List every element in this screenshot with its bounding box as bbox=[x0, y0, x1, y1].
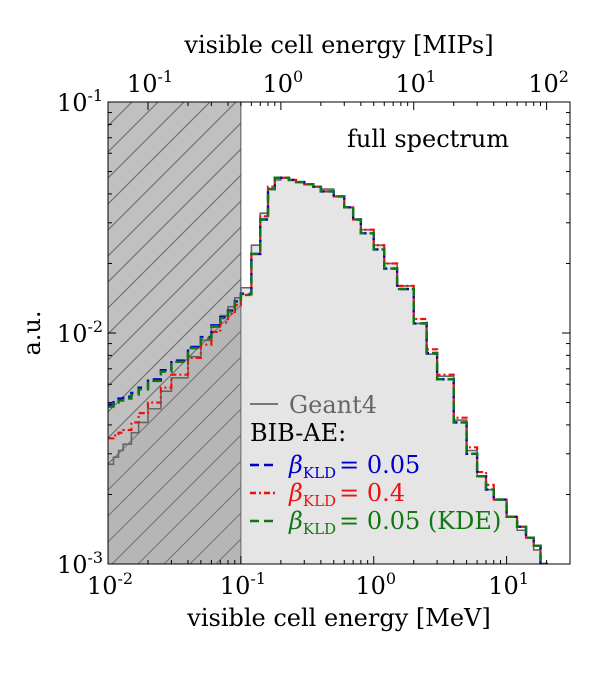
top-tick-label: 100 bbox=[262, 67, 303, 98]
legend-label-1: βKLD = 0.05 bbox=[288, 451, 420, 482]
y-tick-label: 10-1 bbox=[57, 86, 103, 117]
y-tick-label: 10-2 bbox=[57, 317, 103, 348]
x-tick-label: 100 bbox=[355, 569, 396, 600]
top-tick-label: 10-1 bbox=[127, 67, 173, 98]
x-tick-label: 10-2 bbox=[87, 569, 133, 600]
legend-label-2: βKLD = 0.4 bbox=[288, 479, 405, 510]
y-axis-label: a.u. bbox=[18, 310, 46, 355]
series-group bbox=[108, 176, 548, 564]
top-axis-label: visible cell energy [MIPs] bbox=[183, 31, 493, 59]
spectrum-annotation: full spectrum bbox=[347, 125, 509, 153]
series-line-1 bbox=[108, 176, 548, 564]
plot-area bbox=[108, 102, 548, 564]
y-tick-label: 10-3 bbox=[57, 548, 103, 579]
top-tick-label: 102 bbox=[528, 67, 569, 98]
legend-header: BIB-AE: bbox=[250, 419, 346, 447]
x-tick-label: 10-1 bbox=[220, 569, 266, 600]
geant4-fill bbox=[108, 177, 541, 564]
excluded-region-hatch bbox=[108, 102, 241, 564]
x-tick-label: 101 bbox=[488, 569, 529, 600]
top-tick-label: 101 bbox=[395, 67, 436, 98]
legend-label-geant4: Geant4 bbox=[289, 391, 377, 419]
x-axis-label: visible cell energy [MeV] bbox=[186, 604, 490, 632]
series-line-3 bbox=[108, 176, 548, 564]
legend-label-3: βKLD = 0.05 (KDE) bbox=[288, 507, 501, 538]
